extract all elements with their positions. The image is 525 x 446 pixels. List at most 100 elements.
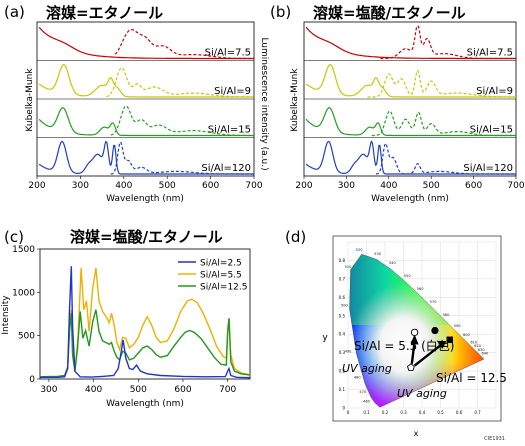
panel-a-letter: (a) [4,3,25,21]
x-tick-label: 600 [465,181,482,191]
label-si-al-5-5: Si/Al = 5.5 (白色) [354,338,454,353]
x-tick-label: 300 [72,181,89,191]
point-open-circle [410,328,419,337]
x-tick-label: 400 [115,181,132,191]
x-tick-label: 700 [219,385,236,395]
x-tick-label: 700 [507,181,524,191]
luminescence-line-Si/Al=9 [106,67,254,98]
wavelength-label: 460 [363,399,371,403]
panel-a-ylabel: Kubelka-Munk [25,68,35,132]
y-tick-label: 0.6 [339,295,346,300]
row-label: Si/Al=9 [476,86,513,97]
point-open-pentagon [406,363,415,371]
x-tick-label: 0.6 [456,410,463,415]
wavelength-label: 560 [417,287,425,291]
wavelength-label: 550 [404,274,412,278]
series-line-Si/Al=12.5 [39,309,251,378]
panel-a: (a) 溶媒=エタノール Si/Al=7.5 Si/Al=9 Si/Al=15 Si/… [4,3,269,204]
panel-b-title: 溶媒=塩酸/エタノール [313,4,466,22]
wavelength-label: 570 [430,300,438,304]
x-tick-label: 500 [159,181,176,191]
wavelength-label: 540 [389,261,397,265]
y-tick-label: 0.2 [339,369,346,374]
wavelength-label: 500 [341,304,349,308]
panel-b-ylabel: Kubelka-Munk [290,68,300,132]
y-tick-label: 0 [29,375,35,385]
legend-label: Si/Al=12.5 [200,283,247,293]
x-tick-label: 500 [423,181,440,191]
absorption-line-Si/Al=15 [305,107,516,137]
panel-a-xlabel: Wavelength (nm) [106,194,184,204]
row-label: Si/Al=15 [470,125,513,136]
panel-a-right-ylabel: Luminescence intensity (a.u.) [259,37,269,170]
x-tick-label: 400 [380,181,397,191]
panel-b-letter: (b) [270,3,291,21]
wavelength-label: 510 [345,265,353,269]
uv-aging-arrowhead-right [436,340,447,349]
panel-d-ylabel: y [322,333,328,343]
x-tick-label: 700 [245,181,262,191]
y-tick-label: 0.8 [339,258,346,263]
luminescence-line-Si/Al=7.5 [380,25,516,60]
luminescence-line-Si/Al=9 [367,69,516,98]
panel-c-title: 溶媒=塩酸/エタノール [70,228,223,246]
y-tick-label: 0.4 [339,332,346,337]
x-tick-label: 500 [130,385,147,395]
wavelength-label: 530 [374,252,382,256]
y-tick-label: 1000 [12,288,35,298]
y-tick-label: 0.1 [339,387,346,392]
point-si-al-5-5 [431,326,439,335]
panel-d-xlabel: x [414,429,419,438]
absorption-line-Si/Al=7.5 [38,26,254,60]
wavelength-label: 480 [354,375,362,379]
wavelength-label: 520 [356,248,364,252]
wavelength-label: 630 [478,348,486,352]
absorption-line-Si/Al=15 [38,107,254,137]
row-label: Si/Al=15 [208,125,251,136]
y-tick-label: 0 [342,406,345,411]
series-line-Si/Al=2.5 [40,266,251,379]
y-tick-label: 1500 [12,245,35,255]
row-label: Si/Al=120 [463,163,513,174]
panel-c-frame [39,248,251,380]
luminescence-line-Si/Al=7.5 [114,28,254,60]
luminescence-line-Si/Al=15 [110,105,254,137]
y-tick-label: 500 [18,332,35,342]
x-tick-label: 200 [28,181,45,191]
wavelength-label: 490 [345,350,353,354]
x-tick-label: 0.1 [363,410,370,415]
panel-b: (b) 溶媒=塩酸/エタノール Si/Al=7.5 Si/Al=9 Si/Al=15… [270,3,525,204]
panel-c: (c) 溶媒=塩酸/エタノール 300 400 500 600 700 0 500 1000 1… [1,228,251,409]
absorption-line-Si/Al=120 [305,140,516,175]
panel-d-letter: (d) [285,228,306,246]
x-tick-label: 300 [338,181,355,191]
legend-label: Si/Al=2.5 [200,259,242,269]
label-si-al-12-5: Si/Al = 12.5 [436,371,507,385]
x-tick-label: 0 [347,410,350,415]
wavelength-label: 470 [359,390,367,394]
uv-aging-arrow-right [413,344,442,367]
panel-c-xlabel: Wavelength (nm) [106,399,184,409]
panel-a-title: 溶媒=エタノール [46,4,163,22]
wavelength-label: 600 [463,333,471,337]
wavelength-label: 580 [443,313,451,317]
annotation-uv-aging-1: UV aging [342,362,392,375]
panel-b-xlabel: Wavelength (nm) [371,194,449,204]
wavelength-label: 590 [454,324,462,328]
x-tick-label: 0.5 [437,410,444,415]
x-tick-label: 300 [40,385,57,395]
y-tick-label: 0.3 [339,350,346,355]
x-tick-label: 0.2 [382,410,389,415]
wavelength-label: 610 [470,340,478,344]
absorption-line-Si/Al=9 [38,63,254,98]
y-tick-label: 0.5 [339,313,346,318]
panel-d-cie-label: CIE1931 [484,436,505,442]
x-tick-label: 0.7 [474,410,481,415]
luminescence-line-Si/Al=120 [376,142,516,175]
x-tick-label: 600 [202,181,219,191]
wavelength-label: 620 [474,344,482,348]
legend-label: Si/Al=5.5 [200,271,242,281]
luminescence-line-Si/Al=120 [110,141,254,175]
panel-c-letter: (c) [4,228,24,246]
